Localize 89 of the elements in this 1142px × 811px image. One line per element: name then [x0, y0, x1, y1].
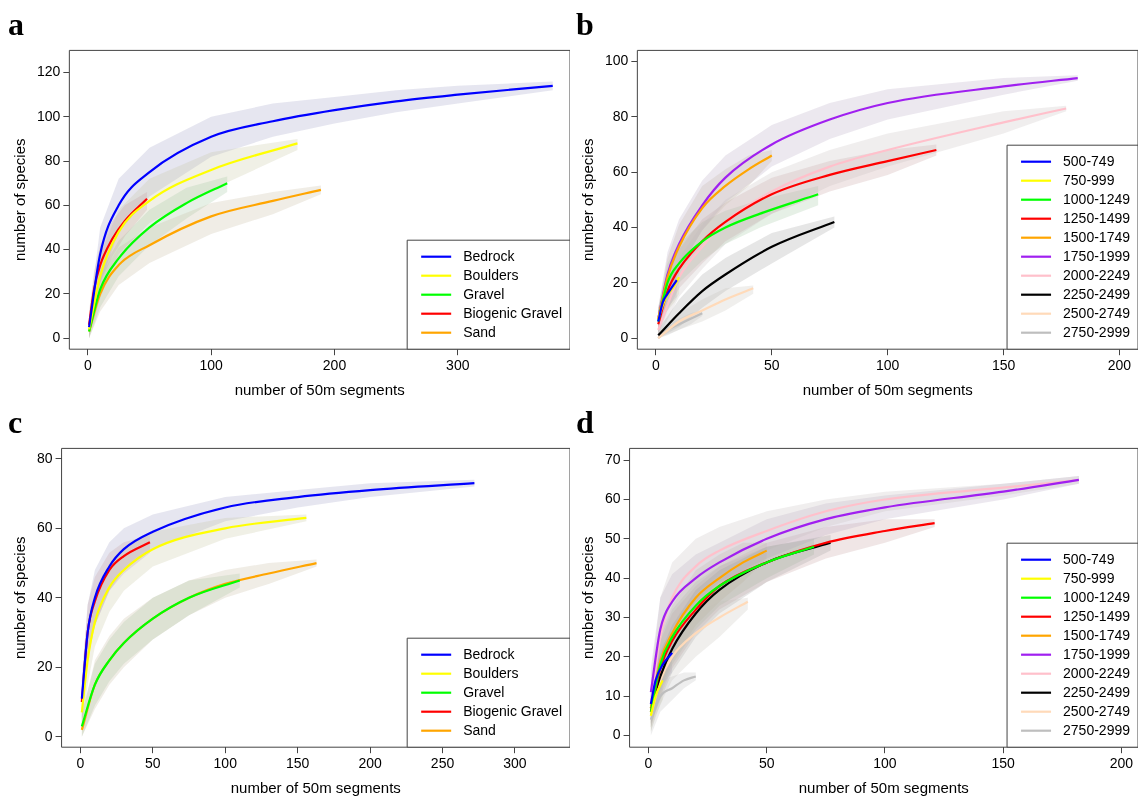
- y-axis-title: number of species: [579, 536, 597, 660]
- legend-label: Boulders: [463, 664, 519, 681]
- x-axis-title: number of 50m segments: [798, 779, 969, 797]
- x-tick-label: 100: [199, 357, 224, 374]
- y-tick-label: 50: [604, 529, 621, 546]
- x-tick-label: 300: [503, 755, 527, 772]
- x-tick-label: 0: [644, 755, 653, 772]
- y-tick-label: 40: [612, 218, 629, 235]
- legend-label: Bedrock: [463, 247, 516, 264]
- y-tick-label: 40: [36, 588, 53, 605]
- x-tick-label: 0: [652, 357, 660, 374]
- x-tick-label: 0: [83, 357, 92, 374]
- y-axis-title: number of species: [11, 536, 29, 660]
- y-tick-label: 60: [44, 196, 61, 213]
- y-tick-label: 20: [44, 284, 61, 301]
- chart-title: a: [8, 6, 24, 43]
- x-tick-label: 100: [876, 357, 900, 374]
- legend-label: Biogenic Gravel: [463, 304, 562, 321]
- x-tick-label: 150: [991, 755, 1016, 772]
- legend-label: 2750-2999: [1063, 323, 1131, 340]
- legend-label: 2250-2499: [1063, 285, 1131, 302]
- legend-label: 750-999: [1063, 569, 1115, 586]
- x-tick-label: 150: [991, 357, 1016, 374]
- y-tick-label: 80: [612, 107, 629, 124]
- legend-label: 1250-1499: [1063, 209, 1131, 226]
- legend-label: Gravel: [463, 285, 505, 302]
- legend-label: 500-749: [1063, 550, 1115, 567]
- legend-label: 1750-1999: [1063, 645, 1131, 662]
- legend-label: 2000-2249: [1063, 266, 1131, 283]
- y-tick-label: 120: [37, 63, 61, 80]
- legend-label: 2250-2499: [1063, 683, 1131, 700]
- legend-label: 1000-1249: [1063, 190, 1131, 207]
- legend-label: 750-999: [1063, 171, 1115, 188]
- legend-label: 1500-1749: [1063, 228, 1131, 245]
- legend-label: 1750-1999: [1063, 247, 1131, 264]
- y-axis-title: number of species: [579, 138, 597, 262]
- y-tick-label: 60: [612, 162, 629, 179]
- legend-label: Sand: [463, 323, 496, 340]
- y-tick-label: 40: [604, 569, 621, 585]
- chart-title: c: [8, 404, 23, 441]
- x-tick-label: 50: [758, 755, 775, 772]
- legend-label: 2000-2249: [1063, 664, 1131, 681]
- y-tick-label: 60: [36, 519, 53, 536]
- x-axis-title: number of 50m segments: [802, 381, 973, 399]
- y-tick-label: 20: [612, 273, 629, 290]
- x-tick-label: 50: [145, 755, 161, 772]
- legend-label: 1500-1749: [1063, 626, 1131, 643]
- x-tick-label: 150: [286, 755, 310, 772]
- y-tick-label: 100: [37, 107, 61, 124]
- legend-label: 1000-1249: [1063, 588, 1131, 605]
- legend-label: Sand: [463, 721, 496, 738]
- y-tick-label: 0: [612, 726, 621, 743]
- legend-label: Boulders: [463, 266, 519, 283]
- x-tick-label: 300: [446, 357, 470, 374]
- x-tick-label: 50: [764, 357, 780, 374]
- y-tick-label: 20: [36, 658, 53, 675]
- y-tick-label: 20: [604, 647, 621, 664]
- x-tick-label: 0: [76, 755, 85, 772]
- legend-label: 2500-2749: [1063, 702, 1131, 719]
- y-tick-label: 80: [44, 151, 61, 168]
- y-tick-label: 100: [605, 52, 629, 69]
- y-tick-label: 30: [604, 608, 621, 625]
- y-tick-label: 70: [604, 451, 621, 468]
- x-tick-label: 200: [1109, 755, 1134, 772]
- y-tick-label: 80: [36, 449, 53, 466]
- legend-label: 2750-2999: [1063, 721, 1131, 738]
- legend-label: Gravel: [463, 683, 505, 700]
- x-axis-title: number of 50m segments: [234, 381, 405, 399]
- x-tick-label: 200: [1107, 357, 1132, 374]
- y-axis-title: number of species: [11, 138, 29, 262]
- legend-label: Bedrock: [463, 645, 516, 662]
- y-tick-label: 0: [620, 328, 629, 345]
- x-tick-label: 200: [358, 755, 382, 772]
- y-tick-label: 40: [44, 240, 61, 257]
- x-tick-label: 100: [873, 755, 897, 772]
- legend-label: 500-749: [1063, 152, 1115, 169]
- y-tick-label: 0: [44, 727, 53, 744]
- x-tick-label: 250: [430, 755, 455, 772]
- y-tick-label: 10: [604, 686, 621, 703]
- x-tick-label: 100: [213, 755, 238, 772]
- legend-label: 1250-1499: [1063, 607, 1131, 624]
- chart-title: d: [576, 404, 594, 441]
- chart-title: b: [576, 6, 594, 43]
- y-tick-label: 60: [604, 490, 621, 507]
- legend-label: Biogenic Gravel: [463, 702, 562, 719]
- y-tick-label: 0: [52, 328, 61, 345]
- x-tick-label: 200: [322, 357, 347, 374]
- x-axis-title: number of 50m segments: [230, 779, 401, 797]
- legend-label: 2500-2749: [1063, 304, 1131, 321]
